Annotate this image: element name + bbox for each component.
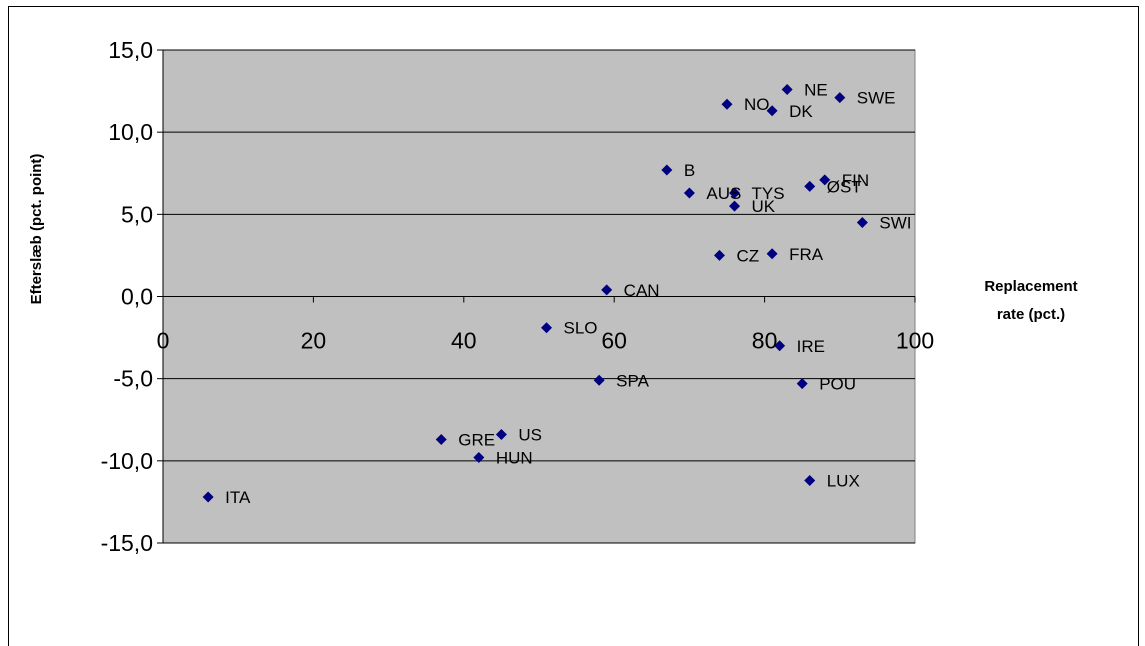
data-point [729, 187, 741, 199]
data-point [495, 429, 507, 441]
point-label: SWE [857, 89, 896, 108]
x-tick-label: 100 [896, 328, 934, 354]
x-axis-title-line-1: Replacement [984, 278, 1077, 295]
data-point [713, 249, 725, 261]
point-label: UK [752, 197, 776, 216]
point-label: LUX [827, 472, 860, 491]
point-label: POU [819, 375, 856, 394]
y-tick-label: -10,0 [101, 448, 153, 474]
x-tick-label: 20 [301, 328, 327, 354]
point-label: NO [744, 95, 770, 114]
point-label: ØST [827, 177, 862, 196]
data-point [721, 98, 733, 110]
data-point [541, 322, 553, 334]
y-tick-label: -5,0 [113, 366, 153, 392]
data-points [202, 83, 868, 503]
point-label: NE [804, 80, 828, 99]
y-tick-labels: 15,0 10,0 5,0 0,0 -5,0 -10,0 -15,0 [101, 37, 153, 556]
y-tick-label: 10,0 [108, 119, 153, 145]
y-tick-label: 0,0 [121, 284, 153, 310]
data-point [804, 475, 816, 487]
data-point [683, 187, 695, 199]
point-label: DK [789, 102, 813, 121]
point-label: GRE [458, 430, 495, 449]
point-label: HUN [496, 449, 533, 468]
point-label: TYS [752, 184, 785, 203]
point-label: B [684, 161, 695, 180]
data-point [804, 180, 816, 192]
data-point [819, 174, 831, 186]
point-label: CAN [624, 281, 660, 300]
x-tick-label: 40 [451, 328, 477, 354]
y-tick-label: -15,0 [101, 530, 153, 556]
x-tick-labels: 0 20 40 60 80 100 [157, 328, 935, 354]
data-point [834, 92, 846, 104]
x-tick-label: 60 [601, 328, 627, 354]
data-point [766, 248, 778, 260]
data-point [781, 83, 793, 95]
point-label: IRE [797, 337, 825, 356]
data-point [593, 374, 605, 386]
point-label: SPA [616, 371, 649, 390]
point-label: US [518, 426, 542, 445]
data-point [661, 164, 673, 176]
point-label: AUS [706, 184, 741, 203]
y-tick-label: 15,0 [108, 37, 153, 63]
point-label: FIN [842, 171, 869, 190]
gridlines [157, 49, 916, 544]
x-tick-label: 80 [752, 328, 778, 354]
x-axis-title-line-2: rate (pct.) [997, 306, 1065, 323]
data-point [774, 340, 786, 352]
data-point [435, 433, 447, 445]
data-point [856, 217, 868, 229]
x-tick-label: 0 [157, 328, 170, 354]
point-label: ITA [225, 488, 251, 507]
y-tick-label: 5,0 [121, 201, 153, 227]
data-point [202, 491, 214, 503]
data-point [729, 200, 741, 212]
point-label: SWI [879, 214, 911, 233]
point-label: SLO [564, 319, 598, 338]
point-label: CZ [736, 246, 759, 265]
chart-frame [8, 6, 1139, 646]
point-label: FRA [789, 245, 824, 264]
data-point [473, 452, 485, 464]
data-point [796, 378, 808, 390]
data-point [766, 105, 778, 117]
y-axis-title: Efterslæb (pct. point) [28, 154, 45, 305]
data-point [601, 284, 613, 296]
